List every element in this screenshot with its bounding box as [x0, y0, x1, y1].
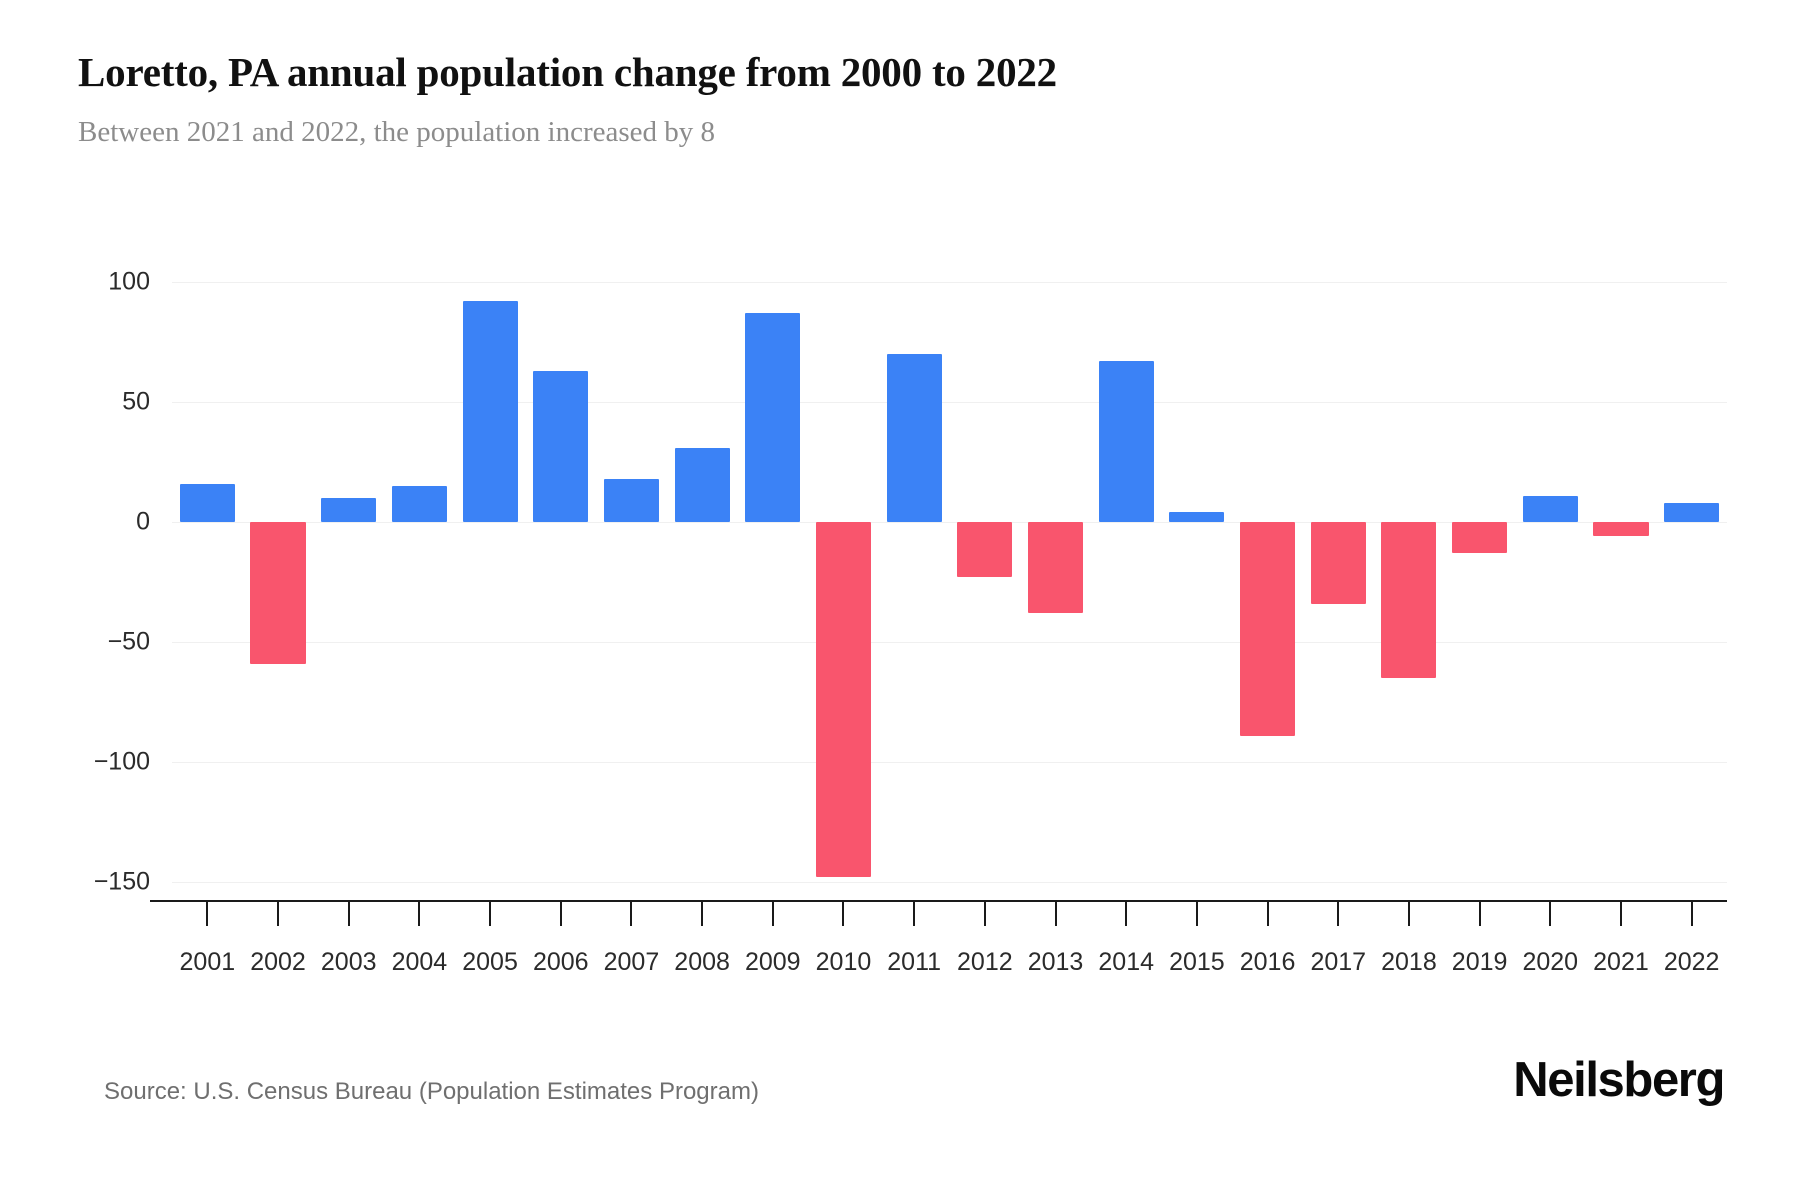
x-axis-tick-label: 2014 [1098, 948, 1155, 976]
bar-2017[interactable] [1310, 522, 1366, 604]
x-axis-tick [1478, 900, 1481, 926]
bar-2003[interactable] [321, 498, 377, 522]
y-axis-tick-label: 100 [108, 267, 150, 296]
chart-subtitle: Between 2021 and 2022, the population in… [78, 116, 716, 149]
bar-2020[interactable] [1522, 495, 1578, 522]
zero-baseline [172, 522, 1727, 523]
x-axis-tick-label: 2009 [744, 948, 801, 976]
x-axis-tick-label: 2017 [1310, 948, 1367, 976]
x-axis-tick [347, 900, 350, 926]
bar-2019[interactable] [1452, 522, 1508, 554]
brand-logo: Neilsberg [1513, 1053, 1725, 1107]
x-axis-tick-label: 2004 [391, 948, 448, 976]
bar-2021[interactable] [1593, 522, 1649, 537]
source-note: Source: U.S. Census Bureau (Population E… [104, 1078, 759, 1105]
x-axis-tick [701, 900, 704, 926]
x-axis-tick [630, 900, 633, 926]
bar-2001[interactable] [179, 483, 235, 522]
x-axis-tick [1054, 900, 1057, 926]
x-axis-tick [206, 900, 209, 926]
x-axis-tick [559, 900, 562, 926]
x-axis-tick [489, 900, 492, 926]
x-axis-tick [1125, 900, 1128, 926]
x-axis-tick-label: 2012 [957, 948, 1013, 976]
y-axis-tick-label: 50 [122, 387, 150, 416]
bar-2007[interactable] [603, 478, 659, 522]
bar-2011[interactable] [886, 354, 942, 522]
bar-2002[interactable] [250, 522, 306, 664]
x-axis-tick [1337, 900, 1340, 926]
y-axis-tick-label: −150 [93, 867, 150, 896]
x-axis-tick [277, 900, 280, 926]
x-axis-tick-label: 2022 [1663, 948, 1720, 976]
bar-2005[interactable] [462, 301, 518, 522]
x-axis-tick-label: 2019 [1451, 948, 1508, 976]
x-axis-tick [842, 900, 845, 926]
x-axis-tick-label: 2007 [603, 948, 660, 976]
y-axis-tick-label: −50 [107, 627, 150, 656]
x-axis-tick [1195, 900, 1198, 926]
y-axis-tick-label: −100 [93, 747, 150, 776]
bar-2015[interactable] [1169, 512, 1225, 522]
x-axis-tick-label: 2008 [674, 948, 730, 976]
bar-2016[interactable] [1240, 522, 1296, 736]
x-axis-tick-label: 2013 [1027, 948, 1084, 976]
x-axis-tick [983, 900, 986, 926]
gridline [172, 882, 1727, 883]
gridline [172, 762, 1727, 763]
bar-2012[interactable] [957, 522, 1013, 578]
x-axis-tick [418, 900, 421, 926]
y-axis-tick-label: 0 [136, 507, 150, 536]
x-axis-tick [1266, 900, 1269, 926]
bar-2004[interactable] [391, 486, 447, 522]
x-axis-tick-label: 2016 [1239, 948, 1296, 976]
x-axis-tick-label: 2018 [1381, 948, 1437, 976]
x-axis-line [150, 900, 1727, 902]
bar-2009[interactable] [745, 313, 801, 522]
x-axis-tick [913, 900, 916, 926]
x-axis-tick-label: 2021 [1593, 948, 1649, 976]
x-axis-tick-label: 2006 [532, 948, 589, 976]
x-axis-tick [771, 900, 774, 926]
bar-2013[interactable] [1027, 522, 1084, 614]
x-axis-tick-label: 2020 [1522, 948, 1579, 976]
x-axis-tick-label: 2005 [462, 948, 518, 976]
x-axis-tick-label: 2015 [1169, 948, 1225, 976]
x-axis-tick-label: 2011 [887, 948, 942, 976]
x-axis-tick [1690, 900, 1693, 926]
bar-2006[interactable] [533, 370, 589, 522]
x-axis-tick-label: 2001 [179, 948, 236, 976]
gridline [172, 282, 1727, 283]
bar-2022[interactable] [1664, 502, 1720, 522]
bar-2008[interactable] [674, 447, 730, 522]
x-axis-tick-label: 2002 [250, 948, 306, 976]
x-axis-tick-label: 2003 [320, 948, 377, 976]
bar-2010[interactable] [815, 522, 872, 878]
x-axis-tick [1549, 900, 1552, 926]
bar-2014[interactable] [1098, 361, 1154, 522]
page-title: Loretto, PA annual population change fro… [78, 49, 1057, 95]
gridline [172, 642, 1727, 643]
x-axis-tick-label: 2010 [815, 948, 872, 976]
x-axis-tick [1619, 900, 1622, 926]
gridline [172, 402, 1727, 403]
bar-2018[interactable] [1381, 522, 1437, 678]
x-axis-tick [1407, 900, 1410, 926]
chart-header: Loretto, PA annual population change fro… [78, 48, 1718, 150]
